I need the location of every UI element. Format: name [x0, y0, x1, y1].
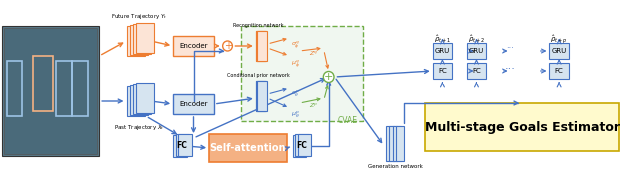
Text: $Z^q$: $Z^q$	[309, 50, 319, 58]
Text: $\sigma_\phi^q$: $\sigma_\phi^q$	[291, 39, 300, 51]
FancyBboxPatch shape	[127, 26, 145, 56]
Text: Generation network: Generation network	[369, 164, 423, 169]
Text: GRU: GRU	[552, 48, 567, 54]
FancyBboxPatch shape	[175, 134, 189, 156]
FancyBboxPatch shape	[396, 126, 404, 161]
FancyBboxPatch shape	[433, 43, 452, 59]
Text: $\hat{\rho}_{t+1}$: $\hat{\rho}_{t+1}$	[434, 33, 451, 45]
FancyBboxPatch shape	[4, 28, 97, 154]
Circle shape	[323, 71, 334, 83]
FancyBboxPatch shape	[136, 83, 154, 113]
FancyBboxPatch shape	[173, 135, 187, 157]
FancyBboxPatch shape	[295, 134, 308, 156]
Text: Multi-stage Goals Estimator: Multi-stage Goals Estimator	[425, 121, 620, 134]
Text: $\hat{\rho}_{t+2}$: $\hat{\rho}_{t+2}$	[468, 33, 485, 45]
Text: Recognition network: Recognition network	[234, 23, 284, 28]
Text: FC: FC	[177, 142, 188, 150]
FancyBboxPatch shape	[256, 81, 266, 111]
Text: Conditional prior network: Conditional prior network	[227, 73, 290, 78]
FancyBboxPatch shape	[241, 26, 363, 121]
Text: FC: FC	[438, 68, 447, 74]
FancyBboxPatch shape	[386, 126, 394, 161]
Text: FC: FC	[296, 142, 307, 150]
FancyBboxPatch shape	[425, 103, 620, 151]
Text: Future Trajectory $Y_t$: Future Trajectory $Y_t$	[111, 12, 167, 21]
FancyBboxPatch shape	[256, 31, 266, 61]
FancyBboxPatch shape	[393, 126, 401, 161]
FancyBboxPatch shape	[549, 43, 569, 59]
FancyBboxPatch shape	[389, 126, 397, 161]
Text: CVAE: CVAE	[338, 116, 358, 125]
FancyBboxPatch shape	[257, 31, 267, 61]
Text: $\hat{\rho}_{t+p}$: $\hat{\rho}_{t+p}$	[550, 33, 568, 46]
FancyBboxPatch shape	[131, 25, 148, 55]
Text: $\mu_\phi^q$: $\mu_\phi^q$	[291, 58, 300, 70]
Text: Self-attention: Self-attention	[210, 143, 286, 153]
FancyBboxPatch shape	[173, 94, 214, 114]
FancyBboxPatch shape	[257, 31, 266, 61]
Text: $\sigma_\theta^p$: $\sigma_\theta^p$	[291, 89, 300, 99]
FancyBboxPatch shape	[209, 134, 287, 162]
Text: GRU: GRU	[469, 48, 484, 54]
FancyBboxPatch shape	[173, 36, 214, 56]
Text: GRU: GRU	[435, 48, 450, 54]
Text: +: +	[223, 41, 232, 51]
FancyBboxPatch shape	[127, 86, 145, 116]
Text: FC: FC	[472, 68, 481, 74]
FancyBboxPatch shape	[131, 85, 148, 115]
FancyBboxPatch shape	[257, 81, 267, 111]
Text: +: +	[324, 72, 333, 82]
FancyBboxPatch shape	[467, 63, 486, 79]
FancyBboxPatch shape	[257, 81, 266, 111]
Text: ...: ...	[507, 42, 515, 51]
Text: Encoder: Encoder	[179, 101, 208, 107]
Text: $\mu_\theta^p$: $\mu_\theta^p$	[291, 110, 300, 120]
FancyBboxPatch shape	[133, 24, 150, 54]
FancyBboxPatch shape	[136, 23, 154, 53]
Text: Past Trajectory $X_t$: Past Trajectory $X_t$	[114, 123, 164, 132]
FancyBboxPatch shape	[298, 134, 311, 156]
FancyBboxPatch shape	[467, 43, 486, 59]
FancyBboxPatch shape	[2, 26, 99, 156]
Text: $Z^p$: $Z^p$	[309, 102, 319, 110]
Text: FC: FC	[555, 68, 563, 74]
Text: ...: ...	[505, 61, 516, 71]
FancyBboxPatch shape	[433, 63, 452, 79]
Text: Encoder: Encoder	[179, 43, 208, 49]
FancyBboxPatch shape	[178, 134, 191, 156]
FancyBboxPatch shape	[292, 135, 307, 157]
FancyBboxPatch shape	[549, 63, 569, 79]
FancyBboxPatch shape	[133, 84, 150, 114]
